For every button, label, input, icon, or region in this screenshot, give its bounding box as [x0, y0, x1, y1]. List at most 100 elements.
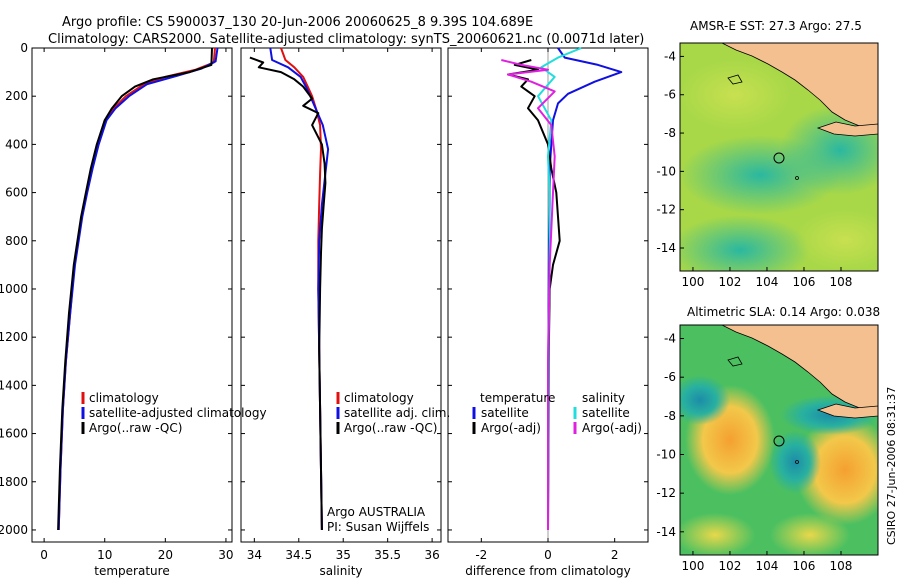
sla-low-anomaly: [769, 430, 821, 494]
y-tick-label: -14: [656, 525, 676, 539]
x-tick-label: 102: [719, 275, 742, 289]
y-tick-label: 0: [20, 41, 28, 55]
sst-warm-patch: [795, 210, 878, 270]
timestamp-label: CSIRO 27-Jun-2006 08:31:37: [885, 387, 898, 545]
sst-cool-patch: [680, 135, 840, 215]
sla-high-anomaly: [680, 513, 755, 555]
temperature-legend: climatology satellite-adjusted climatolo…: [81, 391, 267, 435]
sst-map-field: [680, 43, 878, 271]
y-tick-label: 1800: [0, 475, 28, 489]
sla-high-anomaly: [795, 415, 878, 525]
y-tick-label: 400: [5, 137, 28, 151]
y-tick-label: 1400: [0, 378, 28, 392]
y-tick-label: 1200: [0, 330, 28, 344]
sst-cool-patch: [680, 215, 810, 271]
y-tick-label: -10: [656, 447, 676, 461]
legend-label-satellite: satellite-adjusted climatology: [89, 406, 267, 420]
series-line-salinity-argo-adj-: [501, 59, 556, 530]
legend-label-climatology: climatology: [344, 391, 414, 405]
difference-legend-temperature: temperature satellite Argo(-adj): [472, 391, 555, 435]
x-tick-label: 34.5: [285, 548, 312, 562]
sst-map-title: AMSR-E SST: 27.3 Argo: 27.5: [690, 19, 862, 33]
y-tick-label: -12: [656, 203, 676, 217]
sst-map-axes: 100 102 104 106 108 -4 -6 -8 -10 -12 -14: [656, 49, 852, 289]
island-outline: [795, 460, 799, 464]
x-axis-label: difference from climatology: [465, 564, 631, 578]
x-tick-label: 2: [611, 548, 619, 562]
land-java: [816, 403, 878, 419]
plot-frame: [31, 47, 233, 543]
x-axis-label: temperature: [94, 564, 169, 578]
series-line-argo-raw-qc-: [57, 47, 213, 531]
difference-legend-salinity: salinity satellite Argo(-adj): [573, 391, 642, 435]
x-tick-label: 104: [756, 275, 779, 289]
x-tick-label: 106: [793, 559, 816, 573]
y-tick-label: -14: [656, 241, 676, 255]
y-tick-label: -8: [664, 409, 676, 423]
island-outline: [795, 176, 799, 180]
x-tick-label: 10: [97, 548, 112, 562]
x-axis-label: salinity: [319, 564, 362, 578]
legend-label-sal-argo: Argo(-adj): [582, 421, 642, 435]
y-tick-label: -6: [664, 370, 676, 384]
x-tick-label: 100: [682, 275, 705, 289]
legend-label-temp-argo: Argo(-adj): [481, 421, 541, 435]
difference-panel: -2 0 2 difference from climatology: [447, 47, 649, 578]
x-tick-label: 102: [719, 559, 742, 573]
float-position-marker: [773, 435, 785, 447]
x-tick-label: 35: [336, 548, 351, 562]
sla-map-title: Altimetric SLA: 0.14 Argo: 0.038: [687, 305, 880, 319]
sst-map-frame: [679, 42, 879, 272]
x-tick-label: 0: [544, 548, 552, 562]
legend-label-sal-satellite: satellite: [582, 406, 630, 420]
x-tick-label: 30: [218, 548, 233, 562]
legend-title-temperature: temperature: [480, 391, 555, 405]
y-tick-label: -4: [664, 332, 676, 346]
header-line-2: Climatology: CARS2000. Satellite-adjuste…: [48, 32, 644, 47]
salinity-panel: 34 34.5 35 35.5 36 salinity: [240, 47, 442, 578]
y-tick-label: 2000: [0, 523, 28, 537]
float-position-marker: [773, 152, 785, 164]
salinity-legend: climatology satellite adj. clim. Argo(..…: [327, 391, 450, 534]
legend-label-temp-satellite: satellite: [481, 406, 529, 420]
x-tick-label: 36: [424, 548, 439, 562]
temperature-panel: 0 10 20 30 temperature 0 200 400 600 800 1000 1200 1…: [0, 41, 234, 578]
x-tick-label: 35.5: [374, 548, 401, 562]
legend-title-salinity: salinity: [582, 391, 625, 405]
series-line-argo-raw-qc-: [249, 56, 327, 531]
x-tick-label: 108: [830, 275, 853, 289]
legend-label-argo: Argo(..raw -QC): [89, 421, 182, 435]
x-tick-label: 0: [40, 548, 48, 562]
y-tick-label: -10: [656, 164, 676, 178]
x-tick-label: 108: [830, 559, 853, 573]
x-tick-label: 104: [756, 559, 779, 573]
annotation-argo-australia: Argo AUSTRALIA: [327, 505, 426, 519]
sla-map-field: [680, 325, 878, 555]
sla-map-frame: [679, 324, 879, 556]
sla-map-axes: 100 102 104 106 108 -4 -6 -8 -10 -12 -14: [656, 332, 852, 573]
annotation-pi: PI: Susan Wijffels: [327, 520, 429, 534]
island-outline: [727, 74, 743, 85]
legend-label-argo: Argo(..raw -QC): [344, 421, 437, 435]
y-tick-label: -4: [664, 49, 676, 63]
y-tick-label: 600: [5, 186, 28, 200]
y-tick-label: 1000: [0, 282, 28, 296]
x-tick-label: 100: [682, 559, 705, 573]
y-tick-label: 800: [5, 234, 28, 248]
legend-label-satellite: satellite adj. clim.: [344, 406, 450, 420]
island-outline: [727, 356, 743, 367]
x-tick-label: 34: [247, 548, 262, 562]
legend-label-climatology: climatology: [89, 391, 159, 405]
y-tick-label: -6: [664, 88, 676, 102]
y-tick-label: -8: [664, 126, 676, 140]
y-tick-label: 200: [5, 89, 28, 103]
land-java: [816, 121, 878, 137]
x-tick-label: -2: [475, 548, 487, 562]
plot-frame: [240, 47, 442, 543]
sla-high-anomaly: [770, 513, 850, 555]
y-tick-label: 1600: [0, 427, 28, 441]
y-tick-label: -12: [656, 486, 676, 500]
x-tick-label: 20: [158, 548, 173, 562]
header-line-1: Argo profile: CS 5900037_130 20-Jun-2006…: [62, 15, 533, 30]
